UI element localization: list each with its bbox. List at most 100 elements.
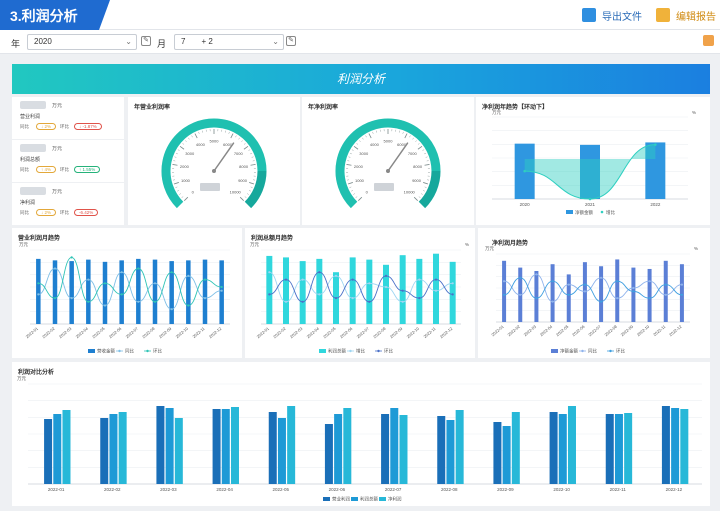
gauge-tick: [362, 138, 363, 140]
gauge-tick-label: 10000: [230, 190, 242, 195]
gauge-tick: [250, 153, 252, 154]
bar: [416, 259, 422, 324]
series-point: [418, 297, 420, 299]
gauge-tick: [421, 193, 423, 194]
gauge-tick: [229, 132, 230, 134]
gauge-tick: [347, 164, 352, 165]
series-point: [519, 277, 521, 279]
gauge-tick: [413, 138, 414, 140]
gauge-tick: [356, 143, 358, 144]
legend-swatch-dot: [377, 350, 379, 352]
x-tick-label: 2022-08: [372, 325, 387, 339]
x-tick-label: 2022-01: [25, 325, 40, 339]
gauge-tick: [185, 140, 186, 141]
report-title-tab[interactable]: 3.利润分析: [0, 0, 110, 30]
kpi-yoy-badge: ↑ 4%: [36, 166, 56, 173]
gauge-tick: [182, 196, 184, 197]
gauge-tick: [174, 182, 179, 184]
gauge-tick-label: 3000: [185, 151, 195, 156]
edit-report-button[interactable]: 编辑报告: [656, 6, 716, 24]
x-tick-label: 2022-03: [160, 487, 177, 492]
series-point: [171, 308, 173, 310]
series-point: [121, 293, 123, 295]
gauge-tick: [348, 157, 350, 158]
series-point: [104, 304, 106, 306]
series-point: [302, 301, 304, 303]
series-point: [503, 280, 505, 282]
x-tick-label: 2022-11: [610, 487, 627, 492]
gauge-tick-label: 7000: [234, 151, 244, 156]
bar: [624, 413, 632, 484]
bar: [671, 408, 679, 484]
gauge-tick: [249, 190, 251, 191]
export-label: 导出文件: [602, 8, 642, 23]
bar: [680, 264, 684, 322]
bar: [166, 408, 174, 484]
x-tick-label: 2022-12: [668, 323, 683, 337]
gauge-tick: [356, 196, 358, 197]
gauge-net-margin: 0100020003000400050006000700080009000100…: [302, 97, 474, 225]
bar: [664, 261, 668, 322]
gauge-needle: [214, 143, 234, 171]
bar: [325, 424, 333, 484]
gauge-tick: [352, 150, 354, 151]
y2-axis-label: %: [694, 246, 698, 251]
gauge-tick: [175, 187, 177, 188]
kpi-yoy-badge: ↓ 2%: [36, 123, 56, 130]
gauge-tick-label: 3000: [359, 151, 369, 156]
gauge-tick: [231, 134, 233, 138]
series-point: [519, 294, 521, 296]
bar: [680, 409, 688, 484]
bar: [456, 410, 464, 484]
gauge-tick: [350, 153, 352, 154]
x-tick-label: 2022-08: [441, 487, 458, 492]
bar: [567, 274, 571, 322]
gauge-tick: [423, 190, 425, 191]
legend-label: 净利润: [388, 496, 402, 503]
kpi-mom-label: 环比: [60, 167, 69, 173]
x-tick-label: 2020: [520, 202, 531, 207]
bar: [503, 426, 511, 484]
bar: [203, 260, 208, 324]
gauge-tick: [173, 164, 178, 165]
gauge-tick-label: 0: [192, 190, 195, 195]
export-icon: [582, 8, 596, 22]
gauge-tick: [358, 197, 362, 201]
bar: [334, 414, 342, 484]
month-value: 7 + 2: [181, 37, 213, 46]
x-tick-label: 2022-10: [553, 487, 570, 492]
kpi-value-placeholder: [20, 101, 46, 109]
gauge-operating-margin: 0100020003000400050006000700080009000100…: [128, 97, 300, 225]
edit-icon: [656, 8, 670, 22]
search-button[interactable]: [703, 35, 714, 46]
kpi-name: 营业利润: [20, 113, 40, 120]
series-point: [37, 293, 39, 295]
x-tick-label: 2022-05: [555, 323, 570, 337]
month-select[interactable]: 7 + 2 ⌄: [174, 34, 284, 50]
x-tick-label: 2022-07: [587, 323, 602, 337]
series-point: [268, 293, 270, 295]
series-point: [402, 290, 404, 292]
month-filter-icon[interactable]: ✎: [286, 36, 296, 46]
gauge-tick: [247, 193, 249, 194]
legend-label: 利润总额: [328, 348, 346, 355]
legend-label: 环比: [384, 348, 393, 355]
x-tick-label: 2022-08: [141, 325, 156, 339]
gauge-needle: [388, 143, 408, 171]
gauge-tick: [251, 187, 253, 188]
legend-label: 利润总额: [360, 496, 378, 503]
kpi-mom-badge: -6.42%: [74, 209, 98, 216]
export-button[interactable]: 导出文件: [582, 6, 642, 24]
year-filter-icon[interactable]: ✎: [141, 36, 151, 46]
gauge-tick: [174, 157, 176, 158]
year-select[interactable]: 2020 ⌄: [27, 34, 137, 50]
series-point: [318, 293, 320, 295]
series-point: [352, 297, 354, 299]
banner-title: 利润分析: [337, 72, 385, 86]
edit-label: 编辑报告: [676, 8, 716, 23]
bar: [534, 271, 538, 322]
gauge-tick: [188, 138, 189, 140]
